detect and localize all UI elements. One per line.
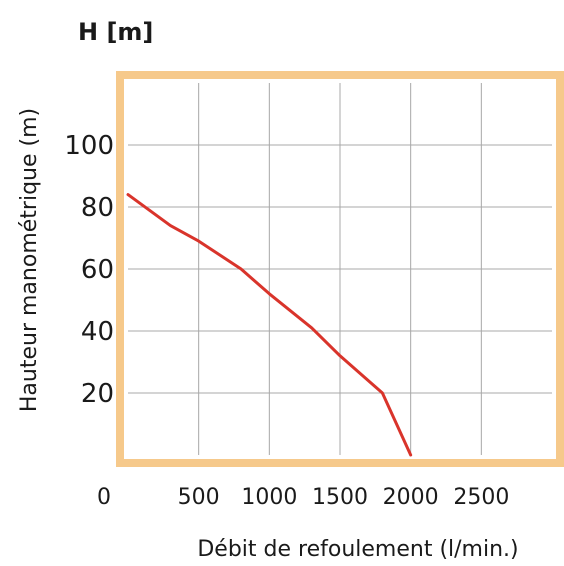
grid-lines: [128, 83, 552, 455]
x-tick-label: 0: [97, 485, 111, 510]
y-axis-label: Hauteur manométrique (m): [17, 108, 42, 412]
plot-frame: [116, 71, 564, 467]
chart-title: H [m]: [78, 18, 153, 46]
x-tick-label: 1000: [241, 485, 297, 510]
y-tick-label: 100: [64, 131, 114, 161]
x-axis-label: Débit de refoulement (l/min.): [197, 537, 518, 562]
x-tick-labels: 0 500 1000 1500 2000 2500: [97, 485, 509, 510]
y-tick-label: 20: [81, 379, 114, 409]
head-flow-curve: [126, 193, 413, 457]
x-tick-label: 2500: [453, 485, 509, 510]
x-tick-label: 500: [178, 485, 220, 510]
x-tick-label: 2000: [383, 485, 439, 510]
x-tick-label: 1500: [312, 485, 368, 510]
y-tick-label: 80: [81, 193, 114, 223]
y-tick-labels: 20 40 60 80 100: [64, 131, 114, 409]
y-tick-label: 40: [81, 317, 114, 347]
y-tick-label: 60: [81, 255, 114, 285]
